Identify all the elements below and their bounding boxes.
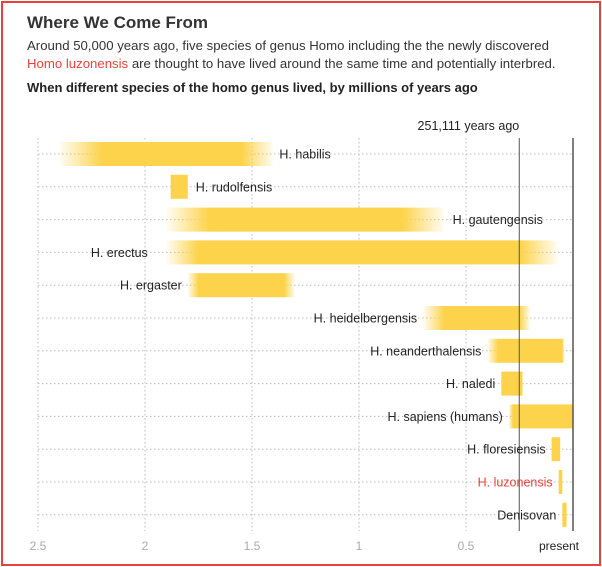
x-tick-label: 2 (142, 539, 149, 553)
series-label-h-sapiens-humans: H. sapiens (humans) (387, 410, 502, 424)
chart-heading: Where We Come From (27, 13, 209, 32)
series-label-denisovan: Denisovan (497, 508, 556, 522)
label-layer: H. habilis H. rudolfensis H. gautengensis H… (91, 148, 556, 523)
series-label-h-rudolfensis: H. rudolfensis (196, 180, 272, 194)
bar-h-habilis (59, 142, 274, 166)
bar-h-floresiensis (551, 437, 561, 462)
bar-h-sapiens-humans (508, 404, 573, 429)
chart-title: When different species of the homo genus… (27, 80, 478, 95)
bar-h-erectus (166, 240, 559, 265)
bar-denisovan (562, 502, 567, 527)
reference-line-label: 251,111 years ago (418, 119, 520, 133)
bar-layer (59, 142, 573, 527)
reference-layer: 251,111 years ago (418, 119, 574, 531)
subtitle-text-after: are thought to have lived around the sam… (128, 56, 556, 71)
grid-layer (37, 138, 573, 531)
series-label-h-neanderthalensis: H. neanderthalensis (370, 344, 481, 358)
series-label-h-luzonensis: H. luzonensis (478, 476, 553, 490)
series-label-h-erectus: H. erectus (91, 246, 148, 260)
bar-h-naledi (501, 371, 523, 396)
bar-h-rudolfensis (170, 174, 188, 199)
bar-h-ergaster (187, 273, 295, 298)
bar-h-neanderthalensis (487, 338, 565, 363)
x-tick-label: 1 (356, 539, 363, 553)
tick-layer: 2.5 2 1.5 1 0.5 present (30, 539, 580, 553)
series-label-h-floresiensis: H. floresiensis (467, 443, 546, 457)
chart-subtitle: Around 50,000 years ago, five species of… (27, 37, 587, 73)
subtitle-highlight-homo-luzonensis: Homo luzonensis (27, 56, 129, 71)
x-tick-label: 2.5 (30, 539, 47, 553)
bar-h-luzonensis (558, 470, 563, 494)
series-label-h-heidelbergensis: H. heidelbergensis (314, 312, 418, 326)
bar-h-heidelbergensis (423, 306, 531, 330)
x-tick-label: 1.5 (244, 539, 261, 553)
series-label-h-gautengensis: H. gautengensis (453, 213, 543, 227)
x-tick-label: present (539, 539, 580, 553)
series-label-h-habilis: H. habilis (279, 148, 330, 162)
x-tick-label: 0.5 (458, 539, 475, 553)
subtitle-text-before: Around 50,000 years ago, five species of… (27, 38, 549, 53)
series-label-h-naledi: H. naledi (446, 377, 495, 391)
bar-h-gautengensis (166, 207, 445, 232)
series-label-h-ergaster: H. ergaster (120, 279, 182, 293)
